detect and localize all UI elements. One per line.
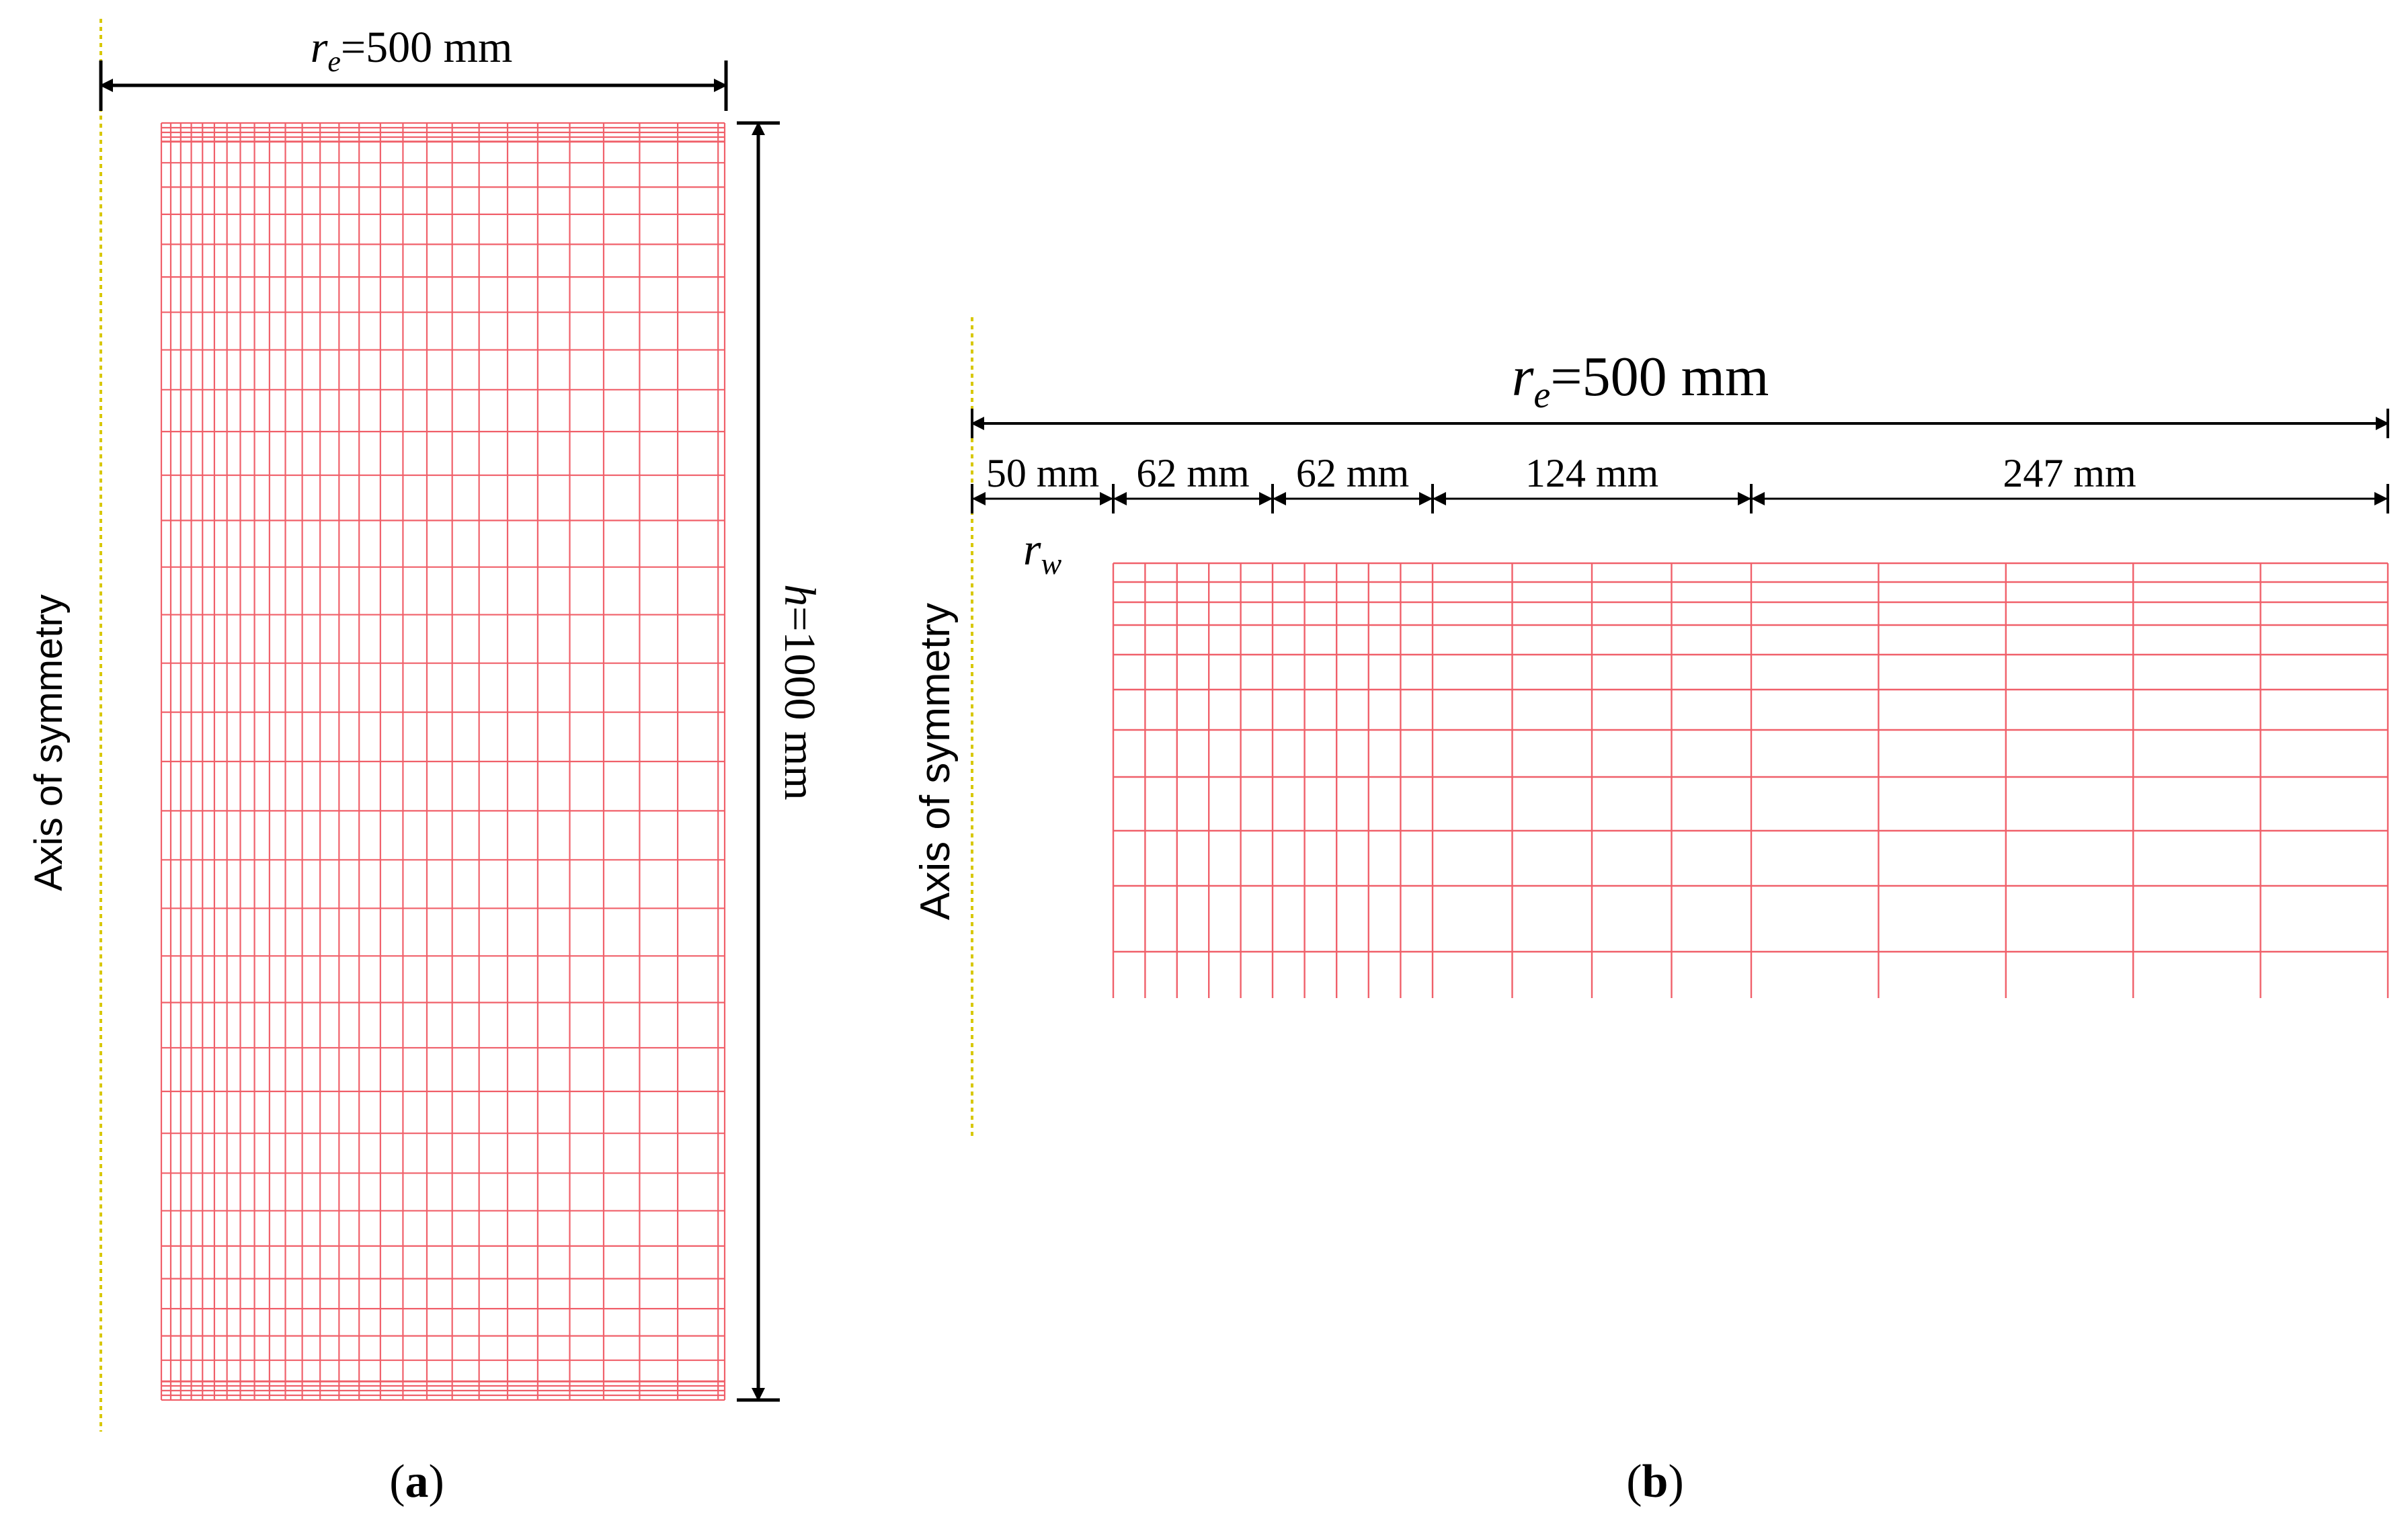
segment-dimension-label: 62 mm xyxy=(1136,451,1249,495)
axis-of-symmetry-label-b: Axis of symmetry xyxy=(912,603,959,920)
width-dimension-label-b: re=500 mm xyxy=(1512,345,1769,416)
width-dimension-label-a: re=500 mm xyxy=(311,23,513,78)
panel-label-b: (b) xyxy=(1626,1456,1684,1508)
axis-of-symmetry-label-a: Axis of symmetry xyxy=(27,594,71,891)
segment-dimension-label: 62 mm xyxy=(1296,451,1409,495)
segment-dimension-label: 124 mm xyxy=(1525,451,1658,495)
segment-dimension-label: 50 mm xyxy=(986,451,1099,495)
mesh-grid-a xyxy=(160,122,726,1401)
mesh-grid-b xyxy=(1112,562,2389,998)
height-dimension-label-a: h=1000 mm xyxy=(775,584,824,800)
panel-label-a: (a) xyxy=(389,1456,444,1508)
panel-a: Axis of symmetry re=500 mm h=1000 mm (a) xyxy=(27,19,824,1508)
segment-dimensions-b: 50 mm 62 mm 62 mm 124 mm 247 mm xyxy=(971,451,2389,513)
well-radius-label-b: rw xyxy=(1023,524,1061,581)
panel-b: Axis of symmetry re=500 mm 50 mm 62 mm 62 … xyxy=(912,317,2389,1508)
segment-dimension-label: 247 mm xyxy=(2003,451,2136,495)
